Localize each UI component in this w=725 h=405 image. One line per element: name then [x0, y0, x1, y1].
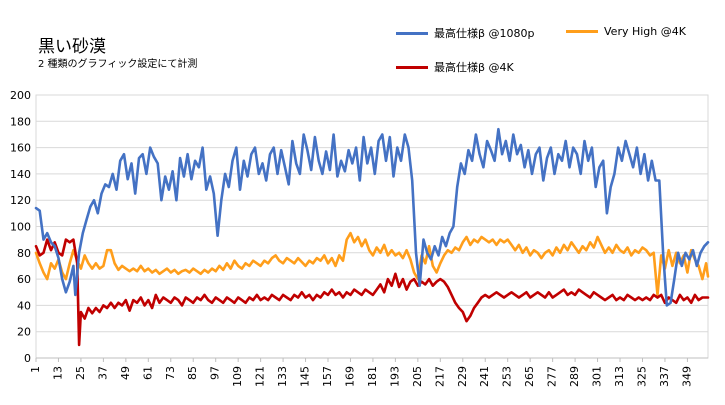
x-tick-label: 13 [51, 366, 64, 380]
x-tick-label: 73 [164, 366, 177, 380]
chart-title: 黒い砂漠 [38, 37, 106, 57]
legend-label-1080p: 最高仕様β @1080p [434, 27, 535, 40]
x-tick-label: 61 [141, 366, 154, 380]
x-tick-label: 133 [276, 366, 289, 387]
x-tick-label: 85 [186, 366, 199, 380]
y-tick-label: 160 [10, 142, 31, 155]
legend-swatch-1080p [396, 31, 428, 35]
x-tick-label: 181 [366, 366, 379, 387]
y-tick-label: 0 [24, 352, 31, 365]
x-tick-label: 217 [433, 366, 446, 387]
y-tick-label: 180 [10, 115, 31, 128]
y-tick-label: 200 [10, 89, 31, 102]
x-tick-label: 265 [523, 366, 536, 387]
y-tick-label: 100 [10, 221, 31, 234]
legend-swatch-4k [396, 65, 428, 69]
series-line-1080p [34, 127, 710, 307]
x-tick-label: 109 [231, 366, 244, 387]
x-tick-label: 169 [343, 366, 356, 387]
x-tick-label: 241 [478, 366, 491, 387]
x-tick-label: 277 [546, 366, 559, 387]
x-tick-label: 337 [658, 366, 671, 387]
x-tick-label: 313 [613, 366, 626, 387]
x-tick-label: 1 [29, 366, 42, 373]
y-tick-label: 120 [10, 194, 31, 207]
x-tick-label: 145 [299, 366, 312, 387]
y-tick-label: 60 [17, 273, 31, 286]
x-tick-label: 289 [568, 366, 581, 387]
legend-item-very-high-4k: Very High @4K [566, 25, 686, 38]
legend-label-very-high-4k: Very High @4K [604, 25, 686, 38]
x-tick-label: 205 [411, 366, 424, 387]
x-tick-label: 25 [74, 366, 87, 380]
x-tick-label: 37 [96, 366, 109, 380]
x-tick-label: 157 [321, 366, 334, 387]
chart-subtitle: 2 種類のグラフィック設定にて計測 [38, 59, 198, 70]
y-tick-label: 80 [17, 247, 31, 260]
series-line-very-high-4k [34, 231, 710, 297]
x-tick-label: 325 [635, 366, 648, 387]
legend-item-1080p: 最高仕様β @1080p [396, 25, 535, 41]
legend-swatch-very-high-4k [566, 30, 598, 33]
x-tick-label: 301 [591, 366, 604, 387]
x-tick-label: 121 [254, 366, 267, 387]
x-tick-label: 49 [119, 366, 132, 380]
legend-label-4k: 最高仕様β @4K [434, 61, 514, 74]
y-tick-label: 140 [10, 168, 31, 181]
legend-item-4k: 最高仕様β @4K [396, 59, 514, 75]
x-tick-label: 193 [388, 366, 401, 387]
series-line-4k [34, 238, 710, 347]
x-tick-label: 229 [456, 366, 469, 387]
y-tick-label: 40 [17, 299, 31, 312]
x-tick-label: 97 [209, 366, 222, 380]
x-tick-label: 349 [680, 366, 693, 387]
x-tick-label: 253 [501, 366, 514, 387]
y-tick-label: 20 [17, 326, 31, 339]
